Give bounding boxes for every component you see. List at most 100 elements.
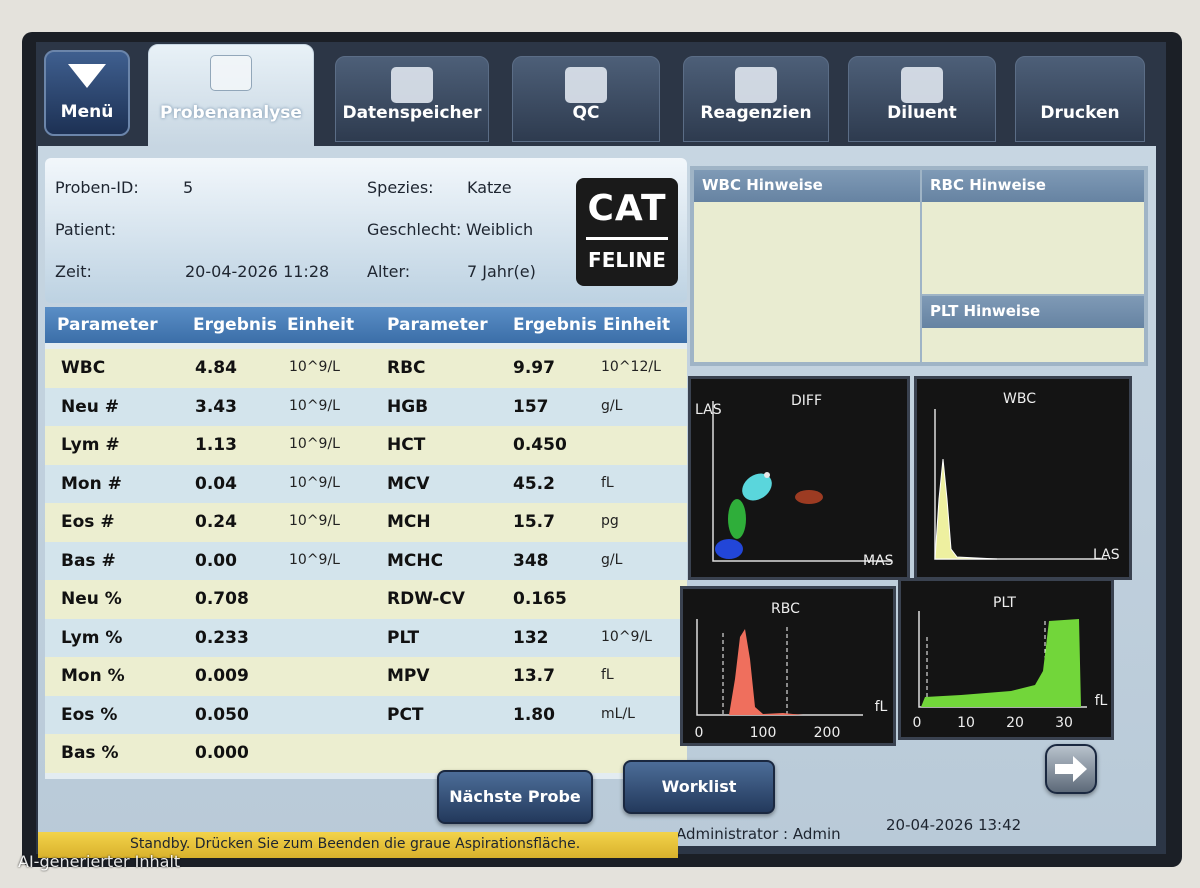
cluster (795, 490, 823, 504)
unit: 10^9/L (289, 436, 340, 452)
tab[interactable]: Reagenzien (683, 56, 829, 142)
menu-arrow (68, 64, 106, 88)
current-datetime: 20-04-2026 13:42 (886, 816, 1022, 834)
parameter: Lym # (61, 435, 120, 455)
rbc-graph: RBC 0 100 200 fL (680, 586, 896, 746)
tick-group: 0 10 20 30 fL (913, 693, 1108, 731)
unit: 10^9/L (289, 551, 340, 568)
tab-icon (210, 55, 252, 91)
x-axis-label: MAS (863, 553, 894, 569)
result: 0.165 (513, 589, 567, 609)
next-arrow-button[interactable] (1045, 744, 1097, 794)
next-sample-button[interactable]: Nächste Probe (437, 770, 593, 824)
tab[interactable]: Drucken (1015, 56, 1145, 142)
note-header: WBC Hinweise (694, 170, 920, 202)
parameter: RBC (387, 358, 426, 378)
tab[interactable]: QC (512, 56, 660, 142)
column-header: Parameter (387, 315, 488, 335)
tab-icon (565, 67, 607, 103)
parameter: Bas # (61, 550, 116, 571)
column-header: Einheit (287, 315, 355, 335)
tab-label: Diluent (887, 103, 957, 123)
result: 4.84 (195, 358, 237, 378)
parameter: HCT (387, 435, 426, 455)
result: 9.97 (513, 358, 555, 378)
cluster (715, 539, 743, 559)
tab[interactable]: Datenspeicher (335, 56, 489, 142)
plt-graph: PLT 0 10 20 30 fL (898, 578, 1114, 740)
tab-label: Drucken (1040, 103, 1120, 123)
note-body (922, 328, 1144, 362)
unit: fL (601, 474, 614, 491)
graph-title: DIFF (791, 393, 822, 409)
histogram-curve (921, 619, 1081, 707)
x-tick-label: 20 (1006, 715, 1024, 731)
species-badge: CAT FELINE (576, 178, 678, 286)
parameter: PCT (387, 704, 424, 725)
parameter: HGB (387, 396, 429, 417)
table-row (45, 387, 687, 426)
unit: 10^9/L (289, 513, 340, 529)
tab-label: Probenanalyse (160, 103, 302, 123)
result: 132 (513, 627, 549, 648)
status-text: Standby. Drücken Sie zum Beenden die gra… (130, 836, 581, 852)
x-axis-unit: fL (875, 699, 888, 715)
histogram-curve (729, 629, 803, 715)
table-row (45, 426, 687, 465)
cluster (742, 473, 772, 501)
results-table: Parameter Ergebnis Einheit Parameter Ergebni… (45, 307, 687, 779)
graph-title: PLT (993, 595, 1016, 611)
axis (712, 401, 891, 562)
menu-label: Menü (60, 102, 114, 122)
table-row (45, 580, 687, 619)
result: 13.7 (513, 666, 555, 686)
x-tick-label: 10 (957, 715, 975, 731)
info-age: 7 Jahr(e) (467, 262, 536, 281)
y-axis-label: LAS (695, 402, 722, 418)
x-tick-label: 100 (750, 725, 777, 741)
parameter: Neu % (61, 589, 122, 609)
result: 15.7 (513, 512, 555, 532)
cluster (764, 472, 770, 478)
result: 0.708 (195, 589, 249, 609)
column-header: Ergebnis (193, 315, 277, 335)
result: 0.233 (195, 627, 249, 648)
table-row (45, 464, 687, 503)
info-id: 5 (183, 178, 194, 197)
parameter: Eos % (61, 704, 118, 725)
parameter: WBC (61, 358, 106, 378)
column-header: Parameter (57, 315, 158, 335)
tab-label: Datenspeicher (342, 103, 482, 123)
tab-label: Reagenzien (700, 103, 812, 123)
result: 3.43 (195, 396, 237, 417)
badge-subtitle: FELINE (588, 248, 666, 272)
menu-button[interactable]: Menü (44, 50, 130, 136)
note-body (922, 202, 1144, 294)
parameter: Neu # (61, 396, 120, 417)
unit: mL/L (601, 705, 635, 722)
unit: fL (601, 667, 614, 683)
unit: g/L (601, 551, 623, 568)
parameter: Bas % (61, 743, 119, 763)
info-time-label: Zeit: (55, 262, 92, 281)
tick-group: 0 100 200 fL (695, 699, 888, 741)
badge-title: CAT (587, 188, 667, 229)
tab[interactable]: Diluent (848, 56, 996, 142)
parameter: MPV (387, 666, 430, 686)
tab-label: QC (572, 103, 600, 123)
unit: g/L (601, 397, 623, 414)
parameter: Eos # (61, 512, 115, 532)
result: 348 (513, 550, 549, 571)
parameter: MCHC (387, 550, 444, 571)
parameter: Mon # (61, 473, 122, 494)
graph-title: RBC (771, 601, 800, 617)
result: 0.04 (195, 473, 237, 494)
tab[interactable]: Probenanalyse (148, 44, 314, 148)
tab-icon (735, 67, 777, 103)
column-header: Ergebnis (513, 315, 597, 335)
unit: 10^9/L (289, 397, 340, 414)
result: 0.00 (195, 550, 237, 571)
worklist-button[interactable]: Worklist (623, 760, 775, 814)
result: 157 (513, 396, 549, 417)
result: 1.13 (195, 435, 237, 455)
